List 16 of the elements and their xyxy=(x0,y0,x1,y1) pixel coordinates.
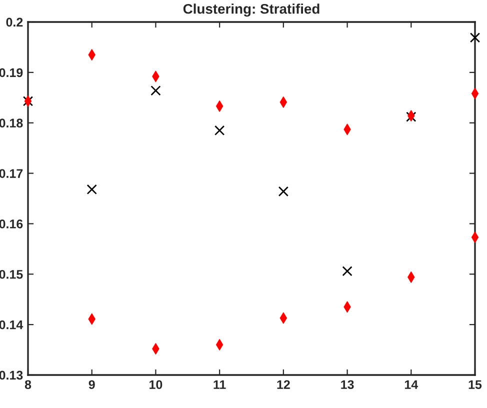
point xyxy=(86,184,97,195)
x-tick-label: 11 xyxy=(214,380,226,389)
x-tick-label: 9 xyxy=(88,380,95,390)
point xyxy=(214,125,225,136)
x-tick-label: 15 xyxy=(468,380,482,390)
point xyxy=(342,266,352,276)
y-tick-label: 0.2 xyxy=(6,18,23,27)
x-tick-label: 14 xyxy=(404,380,418,389)
x-tick-label: 13 xyxy=(341,380,354,390)
x-tick-label: 10 xyxy=(150,380,162,390)
x-tick-label: 12 xyxy=(277,380,290,389)
point xyxy=(470,32,480,43)
point xyxy=(150,85,161,96)
chart-title: Clustering: Stratified xyxy=(183,4,320,17)
x-tick-label: 8 xyxy=(24,380,32,390)
point xyxy=(278,186,289,197)
